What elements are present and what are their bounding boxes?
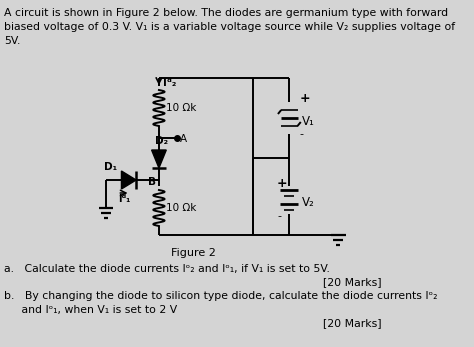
Text: 5V.: 5V.: [4, 36, 20, 46]
Text: a.   Calculate the diode currents Iᵒ₂ and Iᵒ₁, if V₁ is set to 5V.: a. Calculate the diode currents Iᵒ₂ and …: [4, 264, 330, 274]
Text: V₂: V₂: [302, 195, 315, 209]
Text: A circuit is shown in Figure 2 below. The diodes are germanium type with forward: A circuit is shown in Figure 2 below. Th…: [4, 8, 448, 18]
Text: Iᵈ₁: Iᵈ₁: [118, 194, 130, 204]
Text: V₁: V₁: [302, 115, 315, 127]
Text: B: B: [147, 177, 155, 187]
Text: -: -: [278, 211, 282, 221]
Text: -: -: [300, 129, 304, 139]
Text: +: +: [300, 92, 310, 104]
Text: Figure 2: Figure 2: [171, 248, 216, 258]
Text: [20 Marks]: [20 Marks]: [323, 277, 382, 287]
Polygon shape: [152, 150, 166, 168]
Text: +: +: [276, 177, 287, 189]
Text: b.   By changing the diode to silicon type diode, calculate the diode currents I: b. By changing the diode to silicon type…: [4, 291, 438, 301]
Polygon shape: [121, 171, 136, 189]
Text: [20 Marks]: [20 Marks]: [323, 318, 382, 328]
Text: 10 Ωk: 10 Ωk: [166, 103, 197, 113]
Text: biased voltage of 0.3 V. V₁ is a variable voltage source while V₂ supplies volta: biased voltage of 0.3 V. V₁ is a variabl…: [4, 22, 455, 32]
Text: 10 Ωk: 10 Ωk: [166, 203, 197, 213]
Text: D₁: D₁: [104, 162, 118, 172]
Text: Iᵈ₂: Iᵈ₂: [163, 78, 176, 88]
Text: D₂: D₂: [155, 136, 168, 146]
Text: A: A: [180, 134, 187, 144]
Text: and Iᵒ₁, when V₁ is set to 2 V: and Iᵒ₁, when V₁ is set to 2 V: [4, 305, 177, 315]
